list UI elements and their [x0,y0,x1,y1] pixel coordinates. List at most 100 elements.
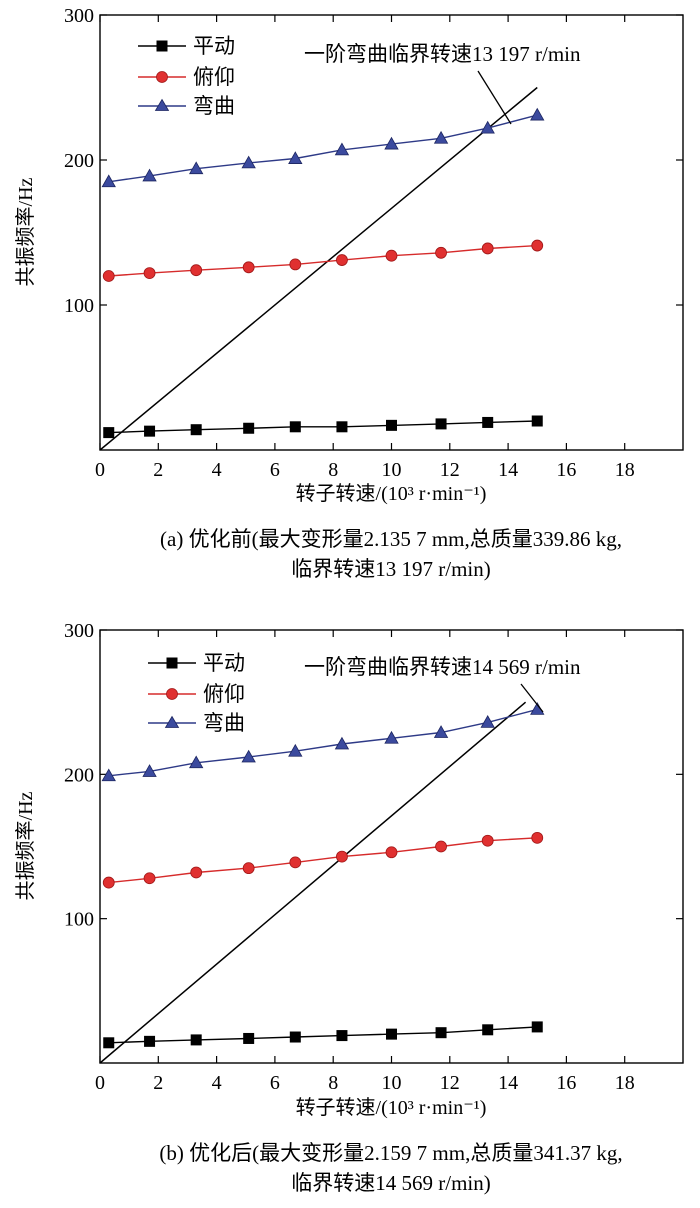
x-tick-label: 14 [498,459,518,481]
data-point-square [103,1037,115,1049]
legend-marker-2 [164,715,180,728]
data-point-circle [435,840,447,853]
x-tick-label: 8 [328,1072,338,1094]
figure-caption-line-1: (b) 优化后(最大变形量2.159 7 mm,总质量341.37 kg, [159,1141,622,1165]
data-point-square [103,427,115,439]
legend-label-2: 弯曲 [203,711,245,735]
x-tick-label: 8 [328,459,338,481]
data-point-circle [289,856,302,869]
critical-speed-line [99,701,527,1064]
data-point-circle [481,242,494,255]
data-point-circle [385,846,398,859]
data-point-circle [102,876,115,889]
data-point-triangle [288,151,303,164]
x-tick-label: 0 [95,1072,105,1094]
data-point-circle [435,246,447,259]
data-point-circle [289,258,302,271]
legend: 平动 俯仰 弯曲 [148,651,245,735]
y-axis-label: 共振频率/Hz [14,177,37,286]
x-tick-label: 4 [212,459,222,481]
series-line-1 [108,837,538,884]
data-point-square [243,422,255,434]
data-point-circle [143,267,156,280]
series-line-2 [108,708,538,777]
data-point-triangle [433,130,449,144]
x-tick-label: 16 [556,459,576,481]
critical-speed-line-path [99,701,527,1064]
legend-label-0: 平动 [203,651,245,675]
legend-marker-0 [166,657,178,669]
x-tick-label: 4 [212,1072,222,1094]
data-point-triangle [189,755,204,769]
chart-panel-a: 0 2 4 6 8 10 12 14 16 18 100 200 300 平动 俯仰 弯曲 一阶弯曲临… [14,5,684,581]
data-point-square [386,1028,397,1040]
data-point-triangle [142,764,157,777]
x-axis-ticks: 0 2 4 6 8 10 12 14 16 18 [95,630,635,1094]
y-tick-label: 300 [64,620,94,642]
data-point-circle [242,862,255,875]
data-point-triangle [288,743,303,757]
data-point-triangle [189,161,204,175]
data-point-square [190,1034,202,1046]
critical-speed-annotation: 一阶弯曲临界转速14 569 r/min [304,655,581,679]
legend-label-2: 弯曲 [193,94,235,118]
critical-speed-annotation: 一阶弯曲临界转速13 197 r/min [304,42,581,66]
legend-marker-1 [166,688,178,700]
data-point-triangle [433,725,449,738]
data-point-triangle [384,136,399,150]
legend-marker-0 [156,40,168,52]
y-tick-label: 100 [64,909,94,931]
data-point-circle [190,866,203,879]
data-point-square [435,1027,447,1039]
x-tick-label: 6 [270,459,280,481]
legend-marker-1 [156,71,168,83]
x-tick-label: 12 [440,1072,460,1094]
legend-marker-2 [154,98,170,111]
x-axis-label: 转子转速/(10³ r·min⁻¹) [296,482,487,505]
x-axis-label: 转子转速/(10³ r·min⁻¹) [296,1096,487,1119]
data-point-circle [481,834,494,847]
legend-label-1: 俯仰 [193,65,235,89]
data-point-circle [143,872,156,885]
data-point-triangle [480,715,495,728]
y-tick-label: 100 [64,295,94,317]
data-point-square [482,1024,494,1036]
data-point-square [435,418,447,430]
series-line-0 [108,1026,538,1044]
data-point-square [336,421,348,433]
data-point-circle [190,264,203,277]
x-tick-label: 6 [270,1072,280,1094]
data-point-square [289,421,301,433]
x-tick-label: 18 [615,459,635,481]
series-line-0 [108,420,538,434]
y-tick-label: 200 [64,764,94,786]
data-point-square [386,419,397,431]
x-tick-label: 10 [382,459,402,481]
y-axis-ticks: 100 200 300 [64,5,683,317]
critical-speed-line [99,86,538,451]
series-line-2 [108,114,538,183]
data-point-triangle [101,768,116,782]
data-point-circle [336,850,348,863]
x-tick-label: 14 [498,1072,518,1094]
data-point-triangle [334,736,350,750]
series-group [101,107,545,439]
data-point-triangle [101,174,116,188]
data-point-circle [242,261,255,274]
data-point-square [289,1031,301,1043]
series-group [101,702,545,1049]
data-point-square [243,1032,255,1044]
data-point-circle [385,249,398,262]
data-point-square [190,424,202,436]
critical-speed-line-path [99,86,538,451]
data-point-triangle [241,155,256,169]
x-tick-label: 2 [153,1072,163,1094]
x-tick-label: 18 [615,1072,635,1094]
legend-label-1: 俯仰 [203,682,245,706]
data-point-square [531,1021,543,1033]
data-point-square [144,425,156,437]
annotation-leader-line [520,683,544,713]
x-tick-label: 2 [153,459,163,481]
data-point-square [144,1035,156,1047]
